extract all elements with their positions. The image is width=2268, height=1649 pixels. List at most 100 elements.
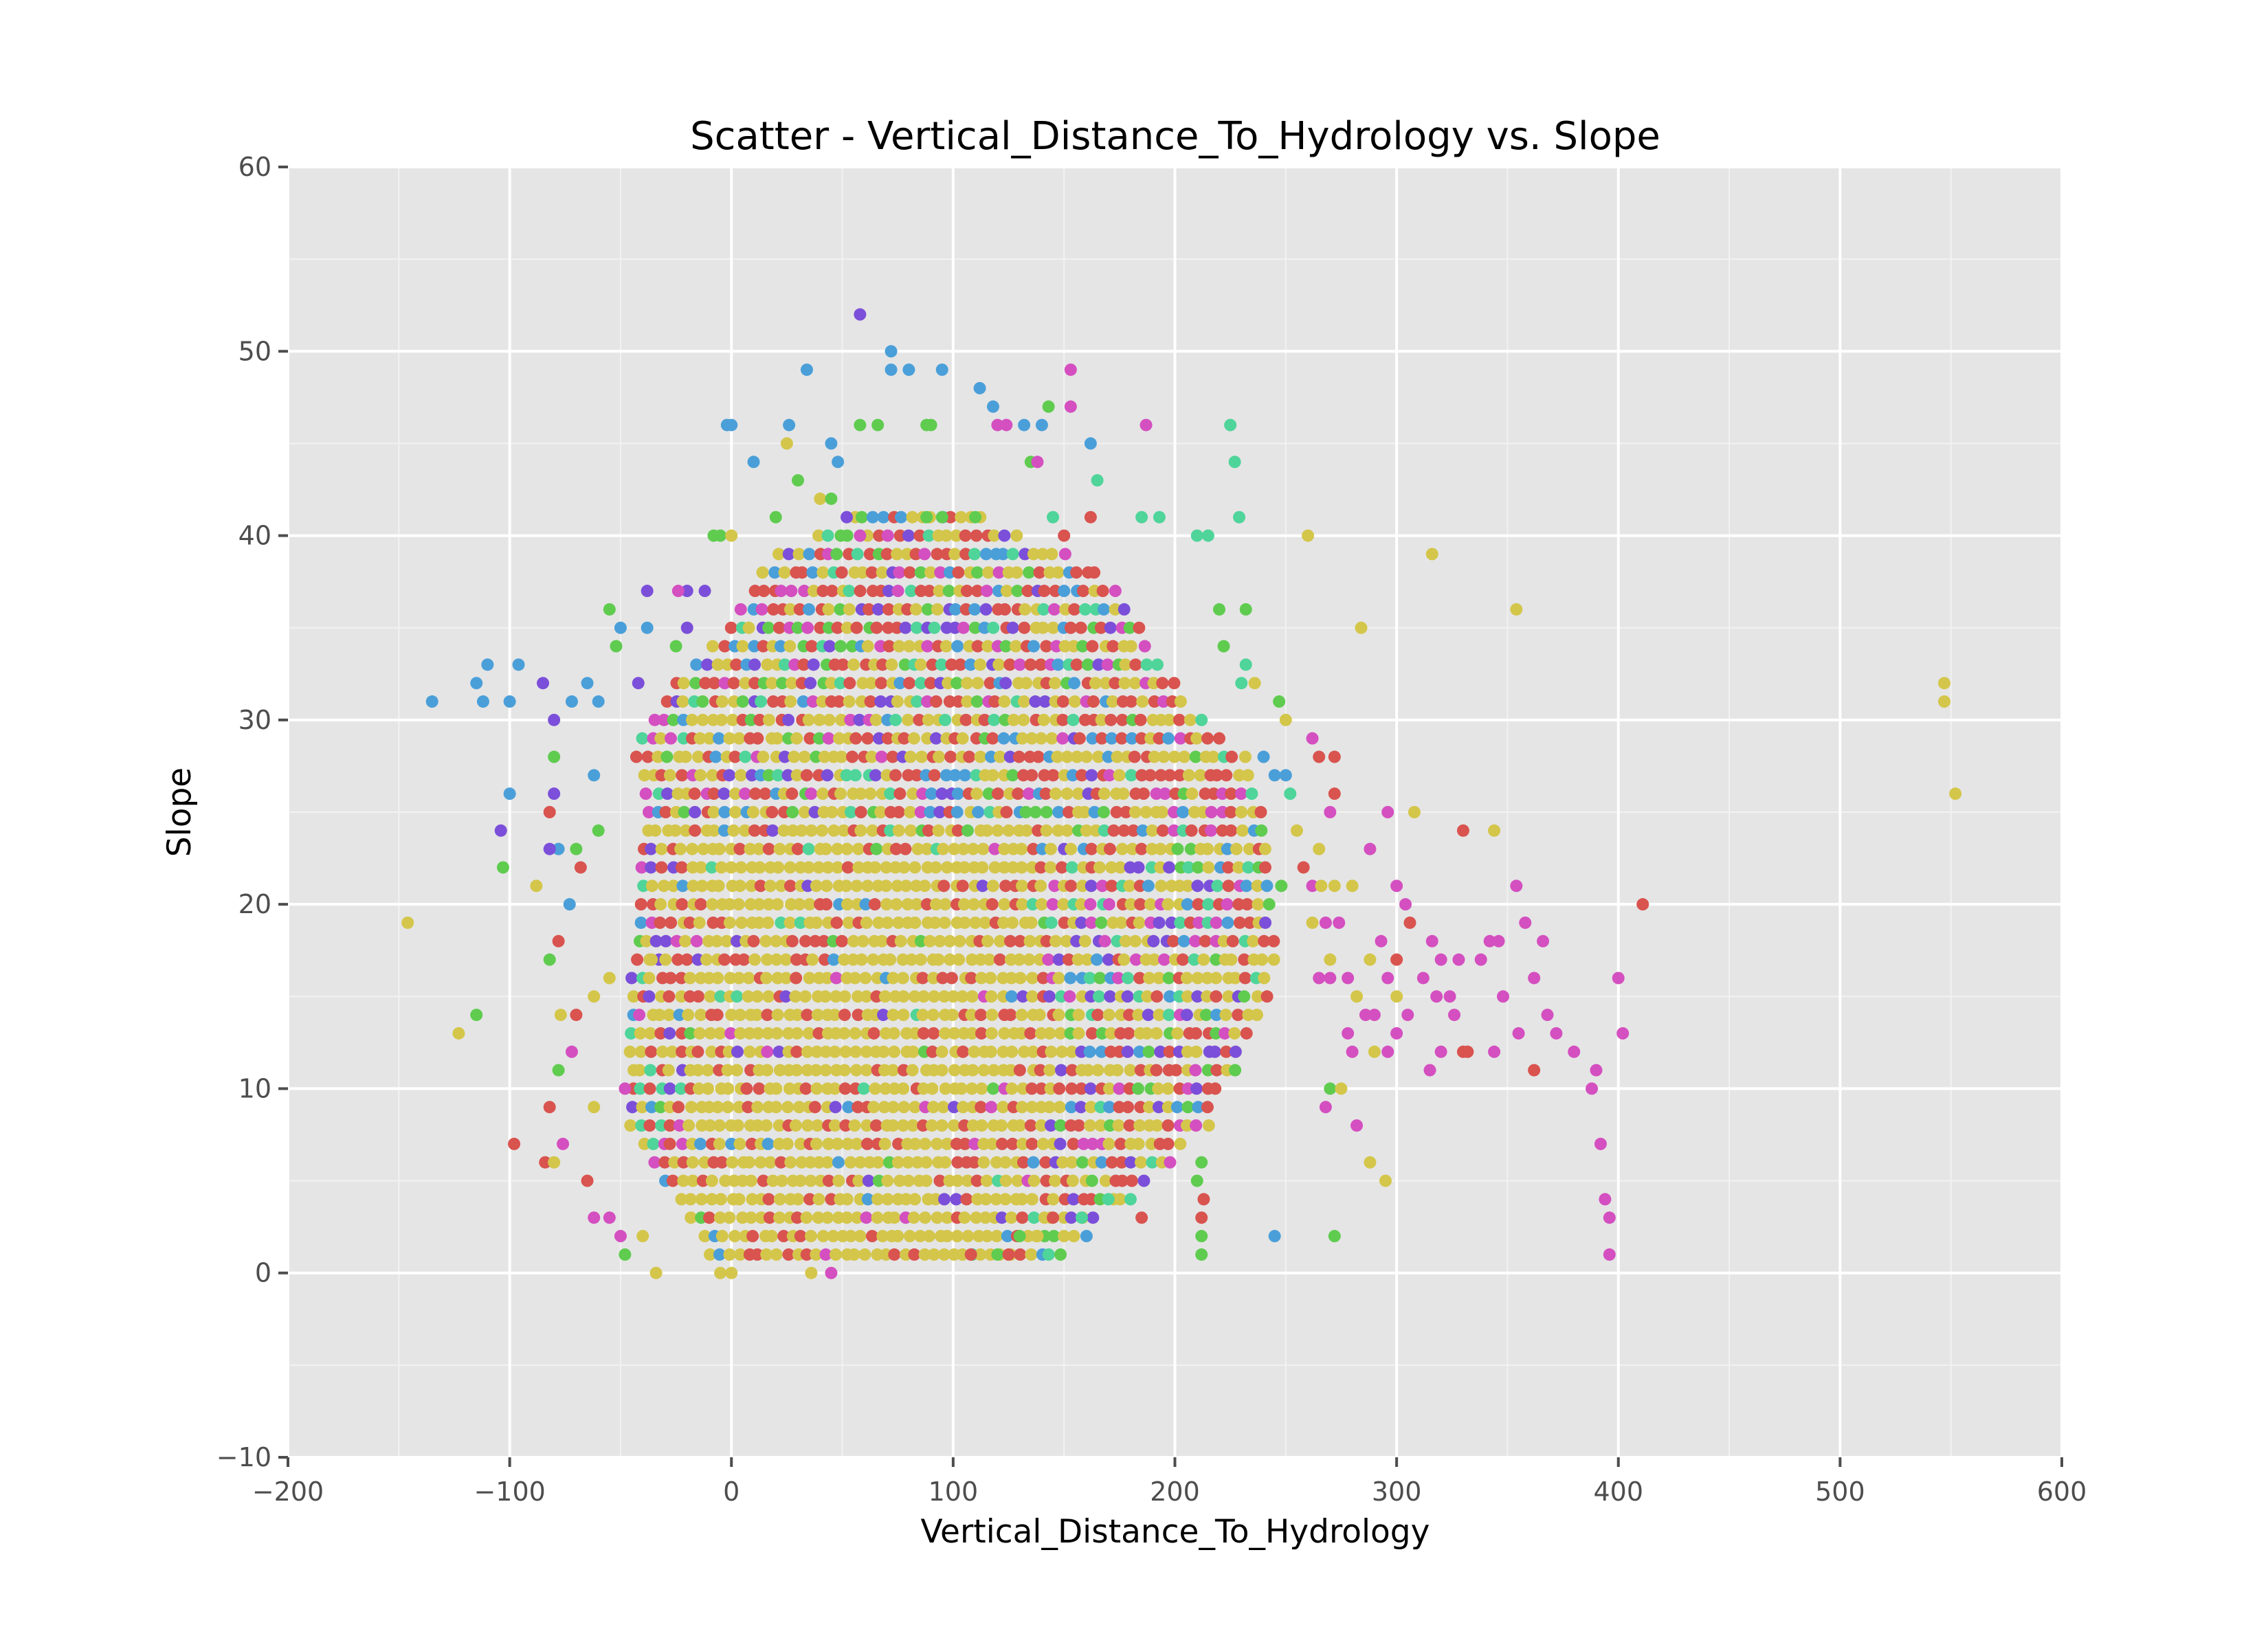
scatter-point: [937, 842, 950, 855]
scatter-point: [993, 953, 1006, 966]
scatter-point: [1019, 806, 1032, 818]
scatter-point: [1252, 898, 1265, 911]
scatter-point: [1045, 1045, 1058, 1058]
scatter-point: [588, 1101, 601, 1114]
scatter-point: [957, 842, 970, 855]
scatter-point: [803, 732, 816, 745]
scatter-point: [1147, 677, 1160, 690]
scatter-point: [694, 1009, 707, 1022]
scatter-point: [1248, 677, 1261, 690]
scatter-point: [666, 1045, 679, 1058]
scatter-point: [680, 585, 693, 598]
scatter-point: [1103, 842, 1116, 855]
scatter-point: [831, 861, 844, 874]
scatter-point: [1154, 842, 1167, 855]
scatter-point: [782, 1248, 795, 1261]
scatter-point: [1190, 1027, 1203, 1040]
scatter-point: [817, 934, 830, 947]
scatter-point: [1194, 769, 1207, 782]
scatter-point: [1139, 806, 1153, 818]
scatter-point: [1099, 677, 1112, 690]
scatter-point: [654, 732, 667, 745]
y-tick-label: 40: [238, 521, 271, 551]
scatter-point: [779, 972, 792, 985]
scatter-point: [979, 1193, 992, 1206]
scatter-point: [865, 750, 878, 763]
scatter-point: [907, 1211, 920, 1224]
scatter-point: [810, 1137, 823, 1150]
scatter-point: [696, 1174, 709, 1187]
scatter-point: [1081, 658, 1094, 671]
scatter-point: [704, 990, 717, 1003]
scatter-point: [728, 1174, 741, 1187]
scatter-point: [998, 695, 1011, 708]
scatter-point: [1118, 953, 1131, 966]
scatter-point: [839, 1045, 852, 1058]
scatter-point: [1359, 1009, 1372, 1022]
scatter-point: [624, 1119, 637, 1132]
scatter-point: [1032, 750, 1045, 763]
scatter-point: [803, 1193, 816, 1206]
scatter-point: [951, 824, 964, 837]
scatter-point: [876, 1230, 889, 1243]
scatter-point: [933, 934, 946, 947]
scatter-point: [1112, 972, 1125, 985]
scatter-point: [986, 1137, 999, 1150]
scatter-point: [847, 934, 860, 947]
scatter-point: [830, 990, 843, 1003]
scatter-point: [1080, 824, 1093, 837]
scatter-point: [714, 529, 727, 542]
scatter-point: [1104, 1027, 1118, 1040]
scatter-point: [1195, 1156, 1208, 1169]
scatter-point: [979, 916, 992, 929]
scatter-point: [1132, 1009, 1145, 1022]
scatter-point: [887, 1064, 900, 1077]
scatter-point: [636, 1101, 649, 1114]
scatter-point: [825, 677, 838, 690]
scatter-point: [626, 1101, 639, 1114]
scatter-point: [1043, 1101, 1056, 1114]
scatter-point: [1240, 879, 1253, 893]
scatter-point: [713, 1248, 726, 1261]
scatter-point: [1048, 879, 1061, 893]
scatter-point: [614, 621, 627, 634]
scatter-point: [1210, 1064, 1223, 1077]
scatter-point: [870, 621, 883, 634]
scatter-point: [1144, 769, 1157, 782]
scatter-point: [779, 990, 792, 1003]
scatter-point: [923, 585, 936, 598]
scatter-point: [997, 916, 1010, 929]
scatter-point: [860, 1137, 874, 1150]
scatter-point: [841, 842, 854, 855]
scatter-point: [1146, 824, 1159, 837]
scatter-point: [784, 603, 797, 616]
scatter-point: [821, 861, 834, 874]
scatter-point: [1096, 1027, 1109, 1040]
scatter-point: [1346, 1045, 1359, 1058]
scatter-point: [677, 677, 690, 690]
scatter-point: [1093, 972, 1107, 985]
scatter-point: [958, 1119, 971, 1132]
scatter-point: [1537, 934, 1550, 947]
scatter-point: [801, 1064, 814, 1077]
scatter-point: [1131, 1082, 1144, 1095]
scatter-point: [1097, 603, 1110, 616]
scatter-point: [671, 585, 685, 598]
scatter-point: [1002, 1248, 1015, 1261]
scatter-point: [749, 787, 762, 800]
scatter-point: [705, 1193, 718, 1206]
scatter-point: [1124, 1064, 1137, 1077]
scatter-point: [1016, 1193, 1029, 1206]
scatter-point: [897, 1009, 910, 1022]
scatter-point: [979, 1211, 992, 1224]
scatter-point: [1013, 1064, 1026, 1077]
scatter-point: [648, 1156, 661, 1169]
scatter-point: [805, 824, 818, 837]
scatter-point: [694, 1137, 707, 1150]
scatter-point: [1258, 972, 1271, 985]
scatter-point: [850, 879, 863, 893]
scatter-point: [845, 1230, 858, 1243]
scatter-point: [973, 381, 986, 394]
scatter-point: [1190, 1119, 1203, 1132]
scatter-point: [481, 658, 494, 671]
